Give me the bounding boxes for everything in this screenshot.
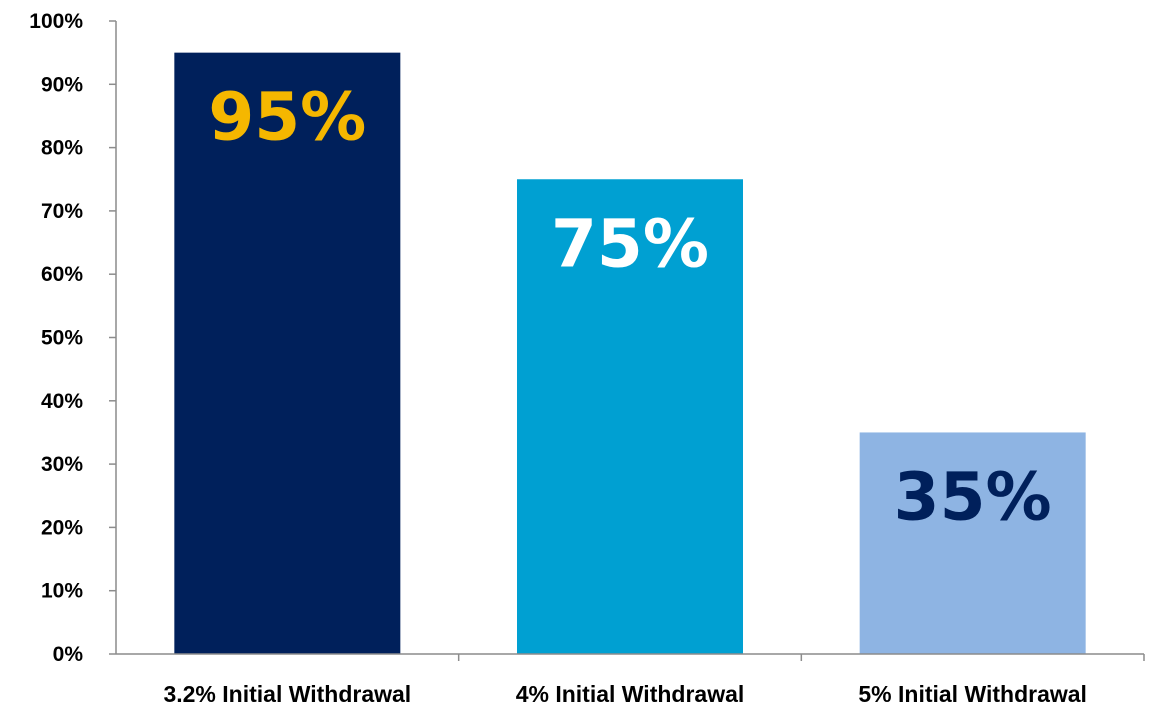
y-tick-label: 50%	[41, 327, 83, 350]
y-tick-label: 100%	[29, 10, 83, 33]
y-tick-label: 30%	[41, 453, 83, 476]
bar	[517, 179, 743, 654]
bar-data-label: 35%	[894, 458, 1052, 535]
x-category-label: 4% Initial Withdrawal	[516, 681, 745, 707]
bar-data-label: 75%	[551, 205, 709, 282]
x-category-label: 5% Initial Withdrawal	[858, 681, 1087, 707]
bar	[174, 52, 401, 654]
y-tick-label: 70%	[41, 200, 83, 223]
y-tick-label: 40%	[41, 390, 83, 413]
x-axis-ticks: 3.2% Initial Withdrawal 4% Initial Withdr…	[163, 654, 1145, 707]
bars	[174, 52, 1086, 654]
y-axis-ticks: 0% 10% 20% 30% 40% 50% 60% 70% 80% 90% 100%	[29, 10, 116, 666]
bar	[859, 432, 1086, 654]
y-tick-label: 0%	[53, 643, 84, 666]
y-tick-label: 60%	[41, 263, 83, 286]
y-tick-label: 20%	[41, 516, 83, 539]
y-tick-label: 10%	[41, 580, 83, 603]
data-labels: 95% 75% 35%	[208, 79, 1051, 536]
bar-data-label: 95%	[208, 79, 366, 156]
x-category-label: 3.2% Initial Withdrawal	[163, 681, 411, 707]
y-tick-label: 90%	[41, 73, 83, 96]
y-tick-label: 80%	[41, 137, 83, 160]
